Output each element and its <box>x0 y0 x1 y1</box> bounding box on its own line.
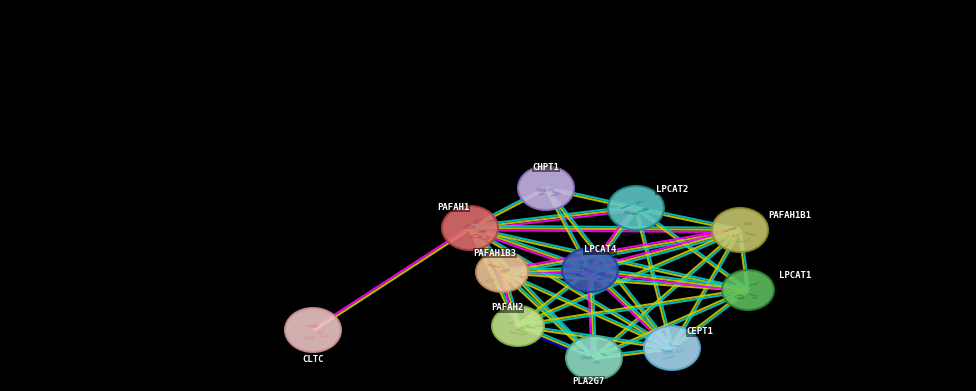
Ellipse shape <box>722 270 774 310</box>
Ellipse shape <box>518 166 574 210</box>
Text: LPCAT2: LPCAT2 <box>656 185 688 194</box>
Ellipse shape <box>712 208 768 252</box>
Text: CHPT1: CHPT1 <box>533 163 559 172</box>
Ellipse shape <box>608 186 664 230</box>
Ellipse shape <box>644 326 700 370</box>
Text: CLTC: CLTC <box>303 355 324 364</box>
Text: PAFAH2: PAFAH2 <box>491 303 523 312</box>
Ellipse shape <box>442 206 498 250</box>
Ellipse shape <box>566 336 622 380</box>
Text: PAFAH1: PAFAH1 <box>437 203 469 212</box>
Ellipse shape <box>476 252 528 292</box>
Text: LPCAT1: LPCAT1 <box>779 271 811 280</box>
Text: PAFAH1B3: PAFAH1B3 <box>473 249 516 258</box>
Text: PLA2G7: PLA2G7 <box>572 377 604 386</box>
Text: CEPT1: CEPT1 <box>686 328 713 337</box>
Text: PAFAH1B1: PAFAH1B1 <box>768 210 811 219</box>
Text: LPCAT4: LPCAT4 <box>584 246 616 255</box>
Ellipse shape <box>285 308 341 352</box>
Ellipse shape <box>562 248 618 292</box>
Ellipse shape <box>492 306 544 346</box>
